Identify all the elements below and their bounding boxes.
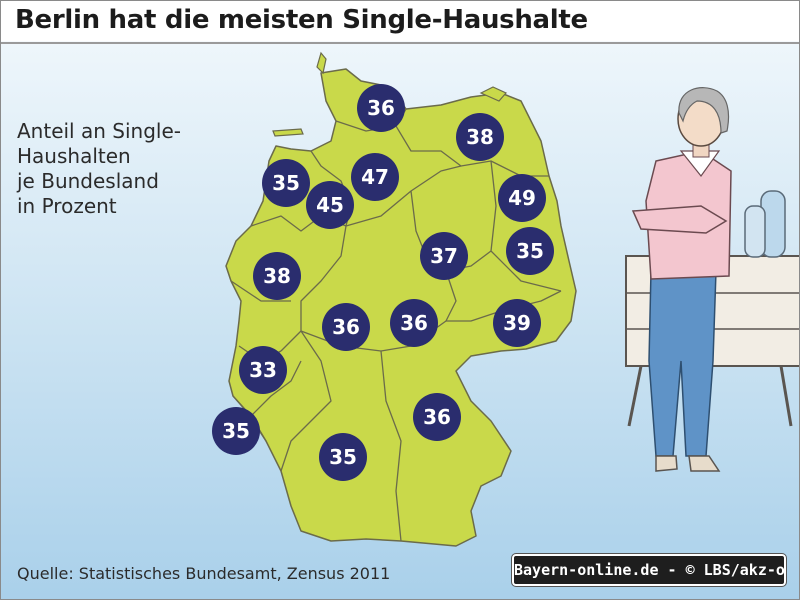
island-shape	[272, 128, 304, 137]
state-value-badge: 36	[357, 84, 405, 132]
island-shape	[479, 86, 507, 102]
state-value-badge: 45	[306, 181, 354, 229]
map-legend: Anteil an Single- Haushalten je Bundesla…	[17, 119, 181, 219]
legend-line: in Prozent	[17, 194, 117, 218]
state-value-badge: 39	[493, 299, 541, 347]
state-value-badge: 49	[498, 174, 546, 222]
title-divider	[1, 42, 799, 44]
state-value-badge: 36	[390, 299, 438, 347]
state-value-badge: 35	[262, 159, 310, 207]
credit-label: Bayern-online.de - © LBS/akz-o	[511, 553, 787, 587]
state-value-badge: 38	[456, 113, 504, 161]
state-value-badge: 36	[322, 303, 370, 351]
state-value-badge: 35	[319, 433, 367, 481]
legend-line: je Bundesland	[17, 169, 159, 193]
page-title: Berlin hat die meisten Single-Haushalte	[15, 5, 588, 35]
state-value-badge: 35	[212, 407, 260, 455]
state-value-badge: 35	[506, 227, 554, 275]
source-note: Quelle: Statistisches Bundesamt, Zensus …	[17, 564, 391, 583]
legend-line: Anteil an Single-	[17, 119, 181, 143]
state-value-badge: 36	[413, 393, 461, 441]
vase-shape	[744, 205, 766, 258]
woman-illustration	[625, 87, 799, 472]
legend-line: Haushalten	[17, 144, 131, 168]
state-value-badge: 37	[420, 232, 468, 280]
state-value-badge: 38	[253, 252, 301, 300]
state-value-badge: 33	[239, 346, 287, 394]
island-shape	[316, 51, 327, 75]
state-value-badge: 47	[351, 153, 399, 201]
